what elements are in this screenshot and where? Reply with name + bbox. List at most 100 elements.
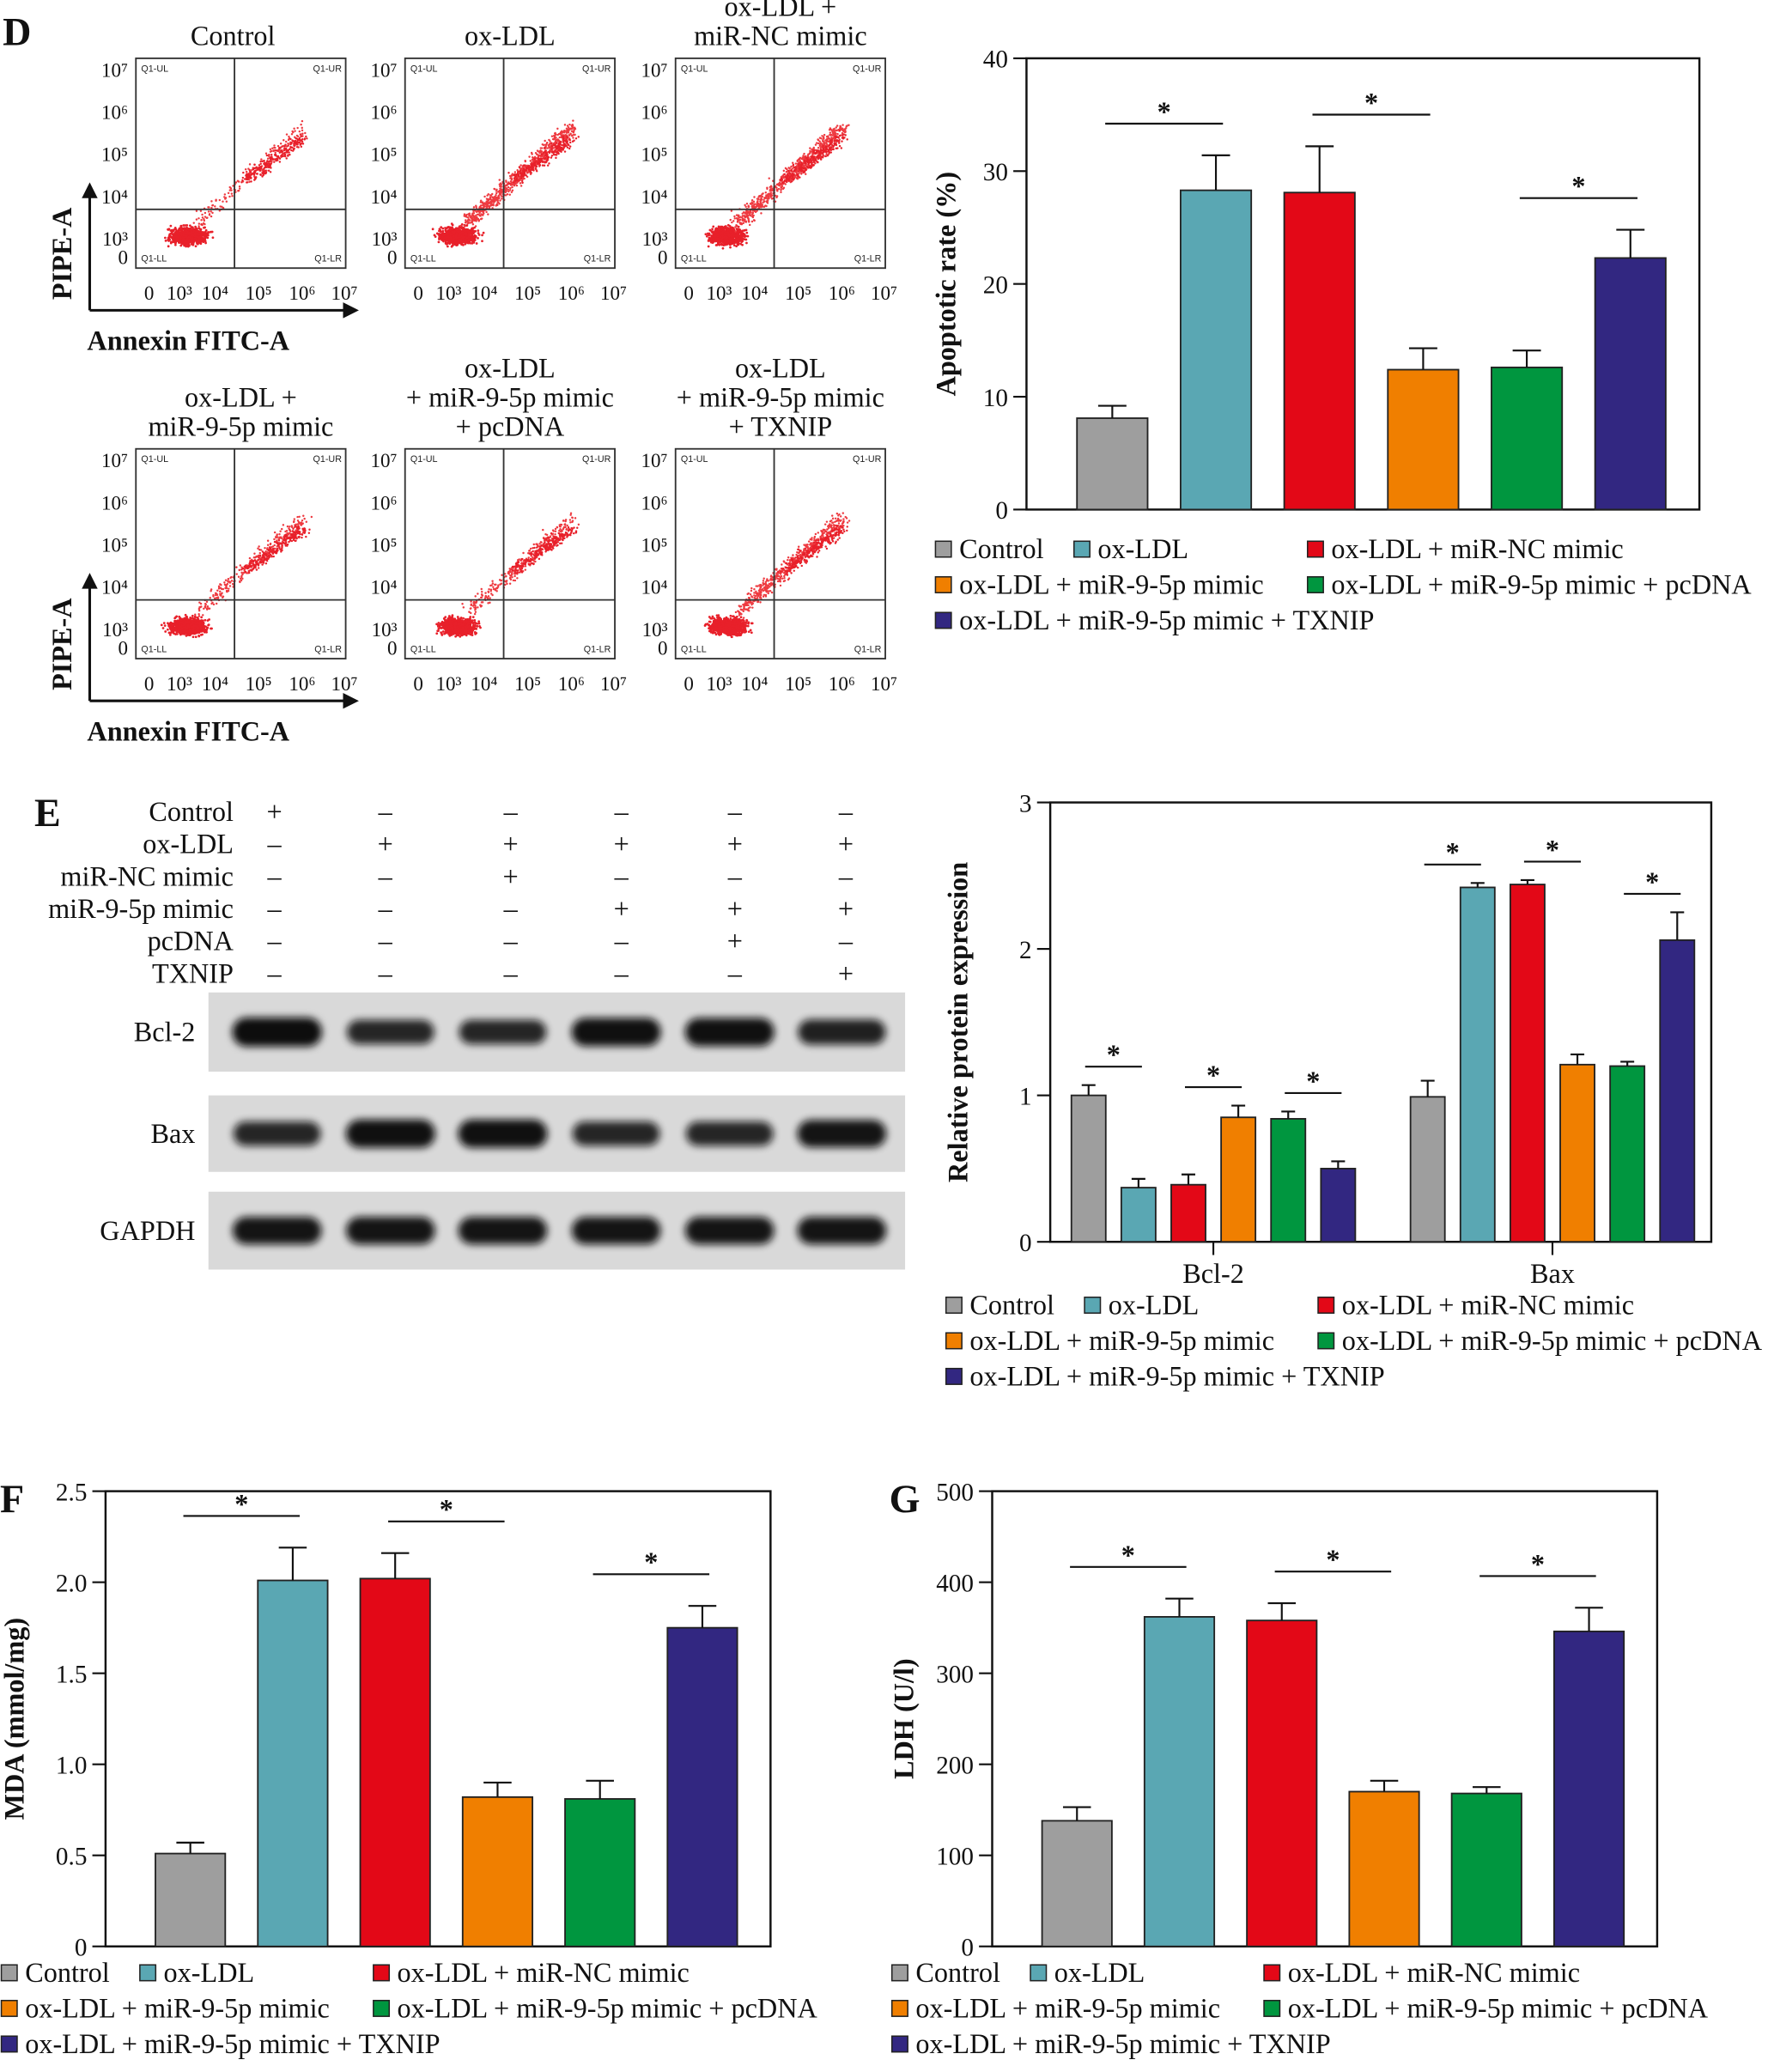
quadrant-label-lr: Q1-LR [584, 254, 611, 264]
event-point [194, 235, 197, 238]
event-point [258, 164, 261, 167]
event-point [301, 142, 303, 145]
event-point [815, 160, 817, 162]
event-point [437, 240, 440, 244]
event-point [292, 131, 295, 134]
event-point [202, 240, 205, 243]
event-point [295, 137, 297, 140]
event-point [253, 170, 256, 173]
event-point [518, 166, 521, 168]
event-point [509, 186, 512, 190]
event-point [481, 214, 484, 216]
event-point [567, 143, 569, 146]
event-point [721, 230, 725, 234]
event-point [288, 135, 290, 138]
arrowhead-icon [82, 182, 98, 198]
y-tick-label: 10⁴ [370, 185, 397, 208]
event-point [232, 185, 234, 187]
event-point [544, 146, 546, 149]
event-point [230, 192, 234, 195]
event-point [493, 188, 496, 191]
event-point [280, 155, 283, 157]
event-point [822, 140, 824, 143]
event-point [475, 220, 477, 222]
event-point [443, 236, 447, 240]
x-tick-label: 10⁷ [331, 282, 358, 304]
event-point [835, 143, 837, 145]
event-point [293, 144, 296, 147]
event-point [287, 143, 290, 145]
event-point [835, 126, 838, 129]
event-point [276, 149, 279, 152]
event-point [190, 240, 193, 242]
event-point [169, 229, 173, 233]
event-point [211, 236, 215, 240]
event-point [732, 244, 736, 247]
event-point [790, 165, 793, 168]
event-point [188, 244, 191, 247]
event-point [167, 236, 170, 240]
event-point [767, 195, 770, 198]
event-point [548, 162, 550, 165]
event-point [477, 232, 480, 234]
event-point [179, 244, 183, 247]
event-point [464, 242, 467, 246]
event-point [543, 164, 546, 167]
event-point [294, 130, 296, 132]
event-point [766, 187, 769, 191]
event-point [798, 163, 800, 166]
event-point [461, 236, 465, 240]
event-point [433, 234, 436, 237]
event-point [787, 179, 791, 181]
event-point [246, 176, 249, 179]
event-point [548, 151, 551, 155]
event-point [283, 145, 286, 148]
event-point [803, 152, 805, 155]
y-tick-label: 10⁵ [370, 143, 397, 166]
event-point [299, 143, 301, 146]
event-point [780, 188, 782, 191]
event-point [218, 198, 222, 202]
event-point [737, 228, 740, 231]
event-point [813, 161, 816, 164]
event-point [195, 240, 198, 242]
event-point [753, 203, 756, 206]
event-point [750, 213, 754, 216]
event-point [521, 181, 524, 185]
event-point [482, 231, 485, 234]
event-point [441, 229, 445, 233]
event-point [734, 226, 737, 228]
event-point [708, 234, 711, 237]
event-point [538, 162, 541, 165]
event-point [541, 143, 544, 146]
event-point [809, 149, 811, 153]
event-point [495, 203, 499, 205]
event-point [489, 204, 491, 208]
event-point [198, 240, 202, 243]
event-point [711, 235, 714, 239]
event-point [274, 151, 276, 154]
event-point [721, 228, 725, 231]
plot-title: ox-LDL [465, 21, 556, 52]
event-point [194, 234, 197, 236]
event-point [260, 158, 263, 161]
event-point [465, 240, 468, 242]
event-point [846, 138, 848, 141]
event-point [184, 240, 186, 243]
event-point [481, 240, 483, 243]
event-point [300, 123, 302, 126]
event-point [299, 133, 302, 136]
plot-title: ox-LDL + [725, 0, 837, 22]
event-point [826, 154, 829, 157]
event-point [740, 240, 744, 244]
event-point [179, 234, 181, 238]
event-point [791, 175, 794, 179]
event-point [452, 240, 454, 242]
event-point [568, 138, 572, 142]
event-point [474, 234, 477, 238]
event-point [471, 212, 474, 215]
event-point [511, 185, 513, 189]
event-point [278, 157, 282, 160]
event-point [737, 237, 740, 240]
event-point [524, 160, 527, 163]
